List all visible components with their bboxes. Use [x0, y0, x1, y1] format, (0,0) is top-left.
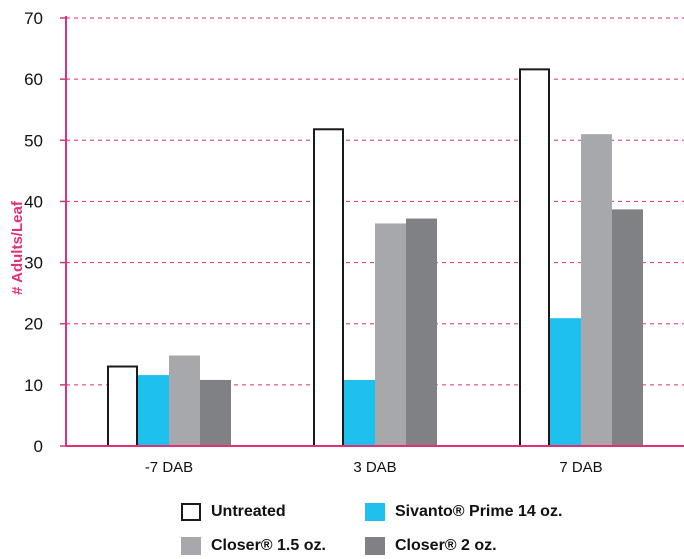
y-tick-label: 10 — [24, 376, 43, 395]
x-category-label: 7 DAB — [559, 459, 602, 476]
x-category-label: 3 DAB — [353, 459, 396, 476]
bar — [138, 375, 169, 446]
y-tick-label: 50 — [24, 131, 43, 150]
y-tick-label: 40 — [24, 192, 43, 211]
x-category-labels: -7 DAB 3 DAB 7 DAB — [145, 459, 603, 476]
bar — [200, 379, 231, 446]
bar — [519, 68, 550, 448]
bar — [375, 223, 406, 446]
bar — [107, 365, 138, 447]
bar — [169, 355, 200, 446]
y-tick-labels: 0 10 20 30 40 50 60 70 — [24, 9, 43, 456]
bar — [344, 379, 375, 446]
y-axis-label: # Adults/Leaf — [9, 200, 26, 295]
y-tick-label: 70 — [24, 9, 43, 28]
bar — [406, 218, 437, 446]
bar — [581, 134, 612, 446]
bars — [107, 68, 643, 448]
bar — [612, 209, 643, 446]
x-category-label: -7 DAB — [145, 459, 193, 476]
bar — [550, 318, 581, 446]
y-tick-label: 0 — [34, 437, 43, 456]
axes — [60, 16, 684, 447]
bar — [313, 128, 344, 447]
y-tick-label: 20 — [24, 315, 43, 334]
y-tick-label: 30 — [24, 254, 43, 273]
y-tick-label: 60 — [24, 70, 43, 89]
